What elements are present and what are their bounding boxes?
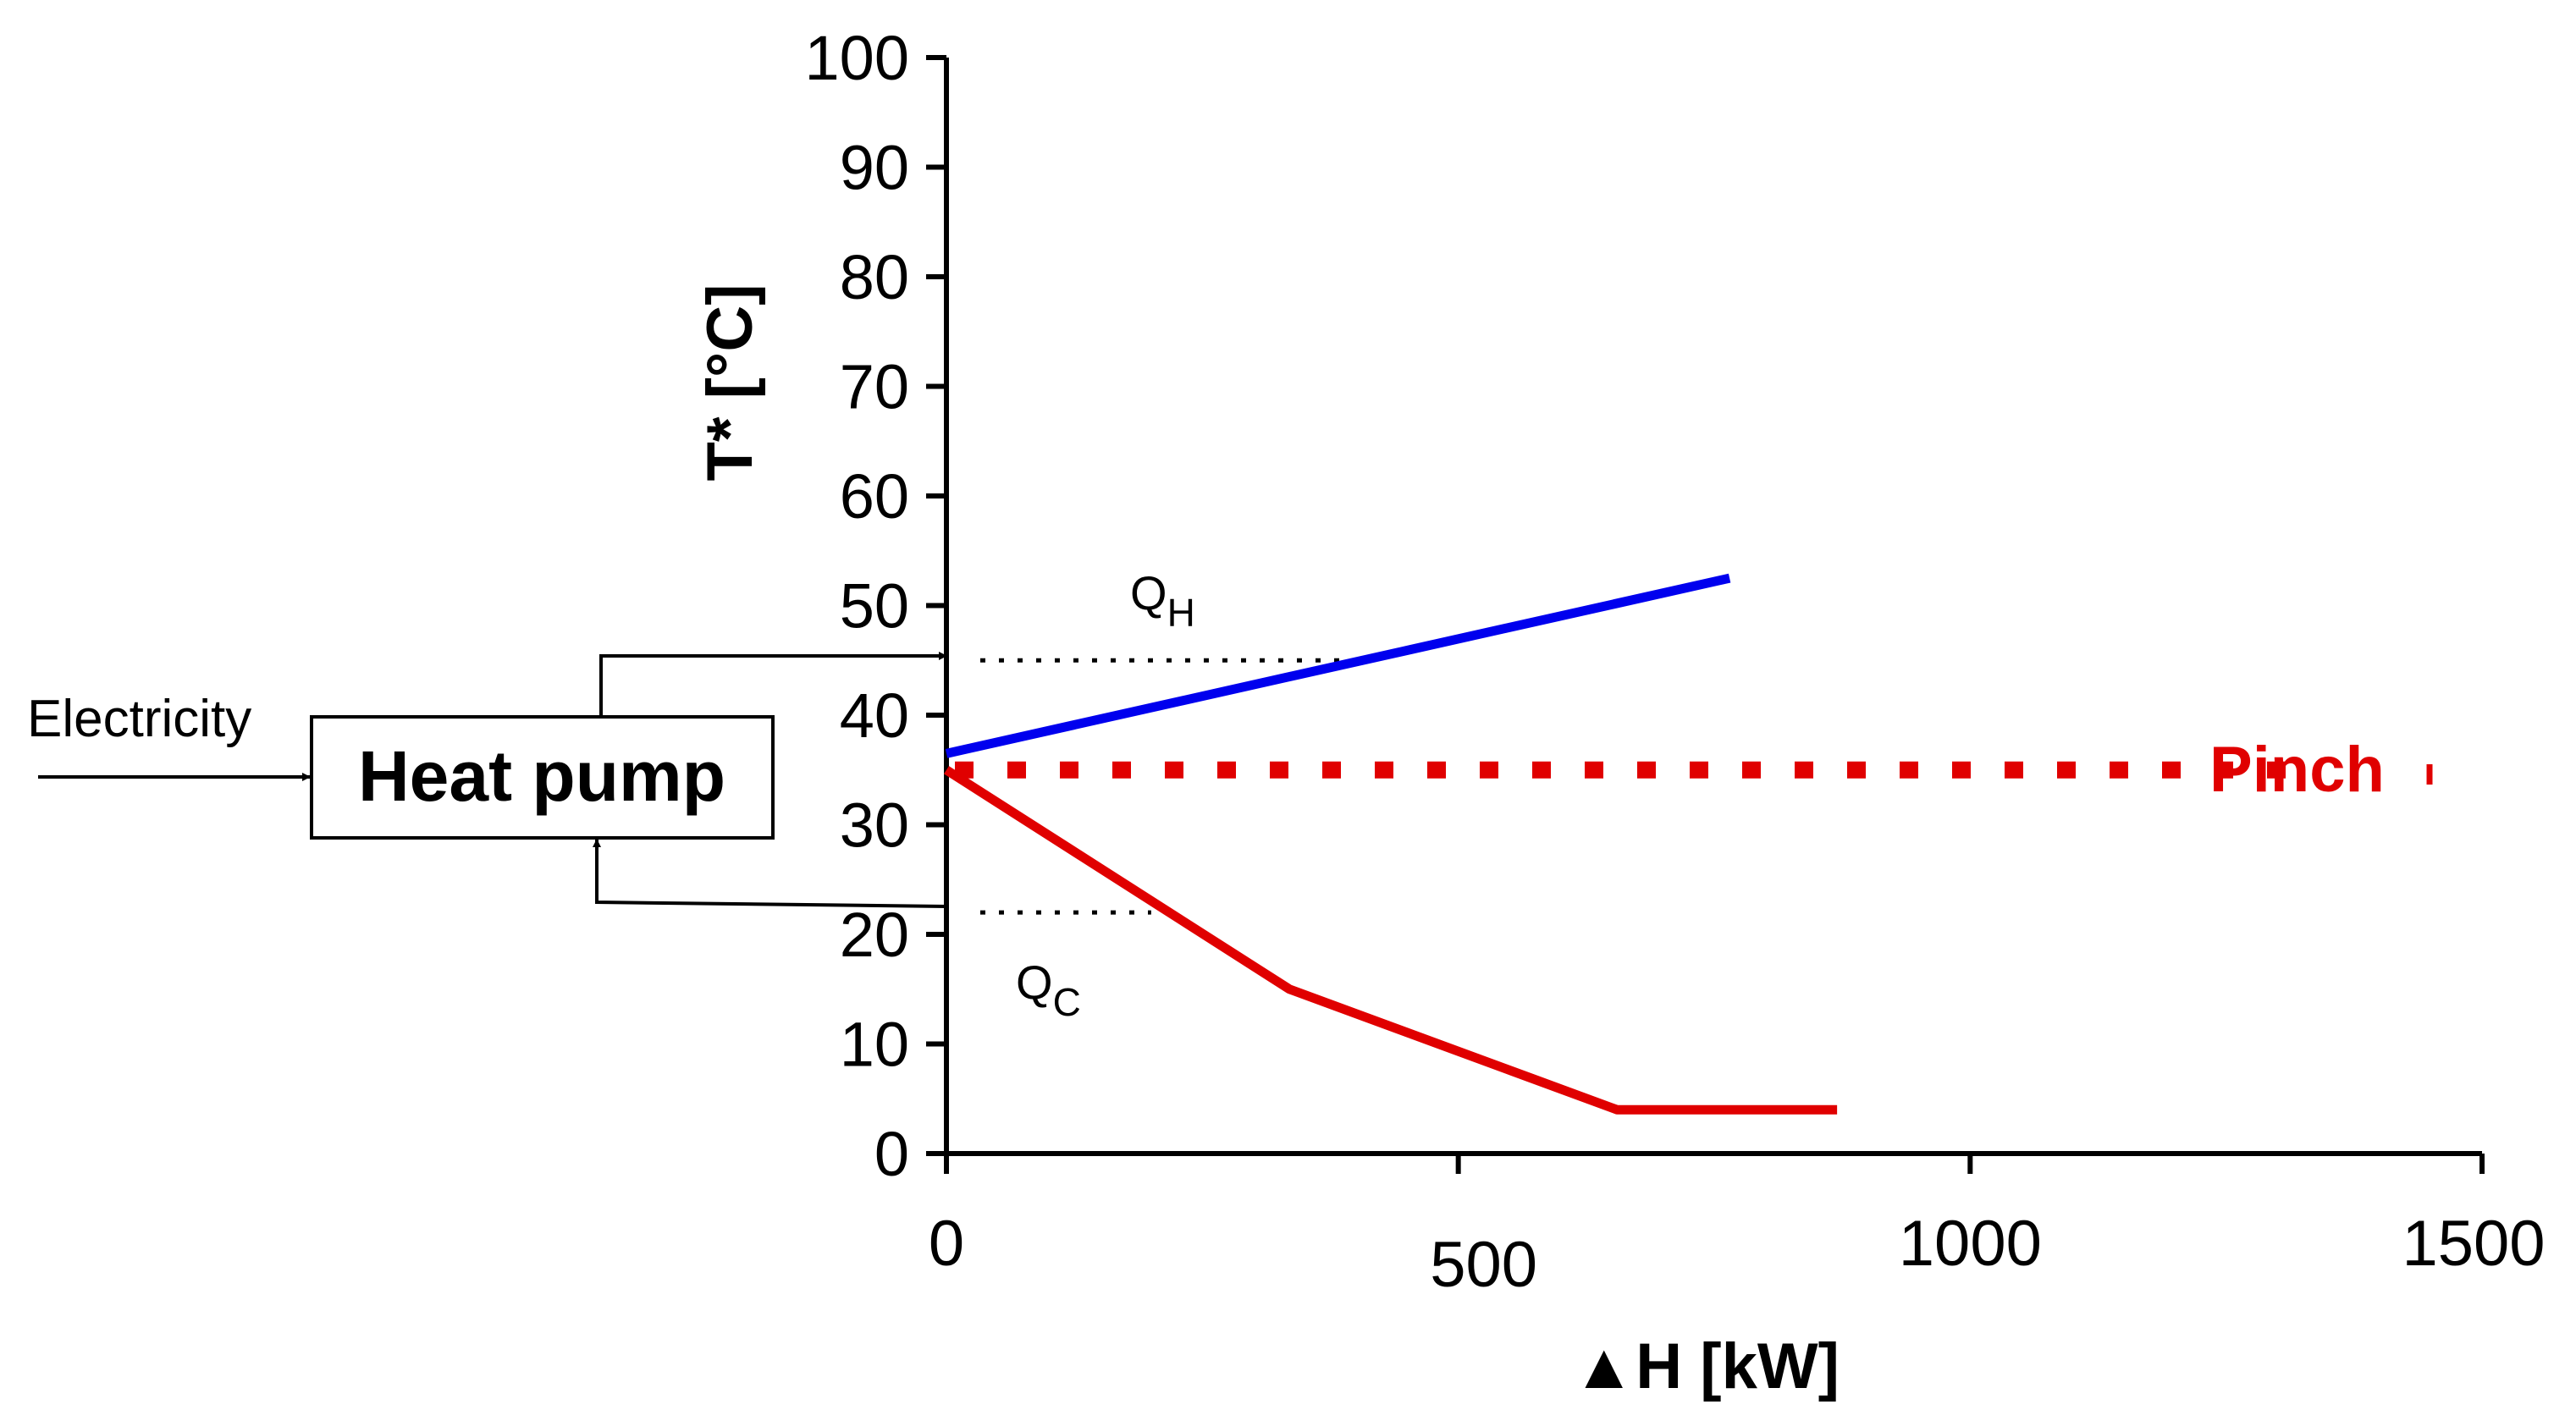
y-tick-label: 100 xyxy=(805,23,909,93)
heat-pump-diagram: Heat pump Electricity xyxy=(27,652,947,908)
x-tick-label: 1000 xyxy=(1899,1208,2042,1280)
heat-input-arrow xyxy=(593,839,947,908)
qh-label-sub: H xyxy=(1167,591,1195,635)
y-tick-label: 10 xyxy=(840,1010,909,1080)
series-hot-composite xyxy=(945,573,1731,758)
y-axis-ticks: 0 10 20 30 40 50 60 70 80 90 100 xyxy=(805,23,946,1189)
x-tick-label: 1500 xyxy=(2402,1208,2545,1280)
heat-pump-box xyxy=(310,715,775,840)
x-axis-title: ▲H [kW] xyxy=(1572,1330,1840,1402)
y-tick-label: 40 xyxy=(840,680,909,751)
y-tick-label: 0 xyxy=(874,1119,909,1189)
heat-output-arrow xyxy=(599,652,947,715)
qc-label-main: Q xyxy=(1016,956,1053,1009)
y-tick-label: 50 xyxy=(840,571,909,642)
x-tick-label: 500 xyxy=(1430,1229,1537,1301)
qh-label: QH xyxy=(1130,566,1195,635)
x-tick-label: 0 xyxy=(929,1208,964,1280)
y-tick-label: 90 xyxy=(840,133,909,203)
pinch-label: Pinch xyxy=(2209,734,2385,806)
qc-label-sub: C xyxy=(1053,980,1081,1024)
electricity-label: Electricity xyxy=(27,690,251,748)
series-cold-composite xyxy=(944,766,1838,1115)
y-tick-label: 20 xyxy=(840,900,909,970)
y-tick-label: 70 xyxy=(840,352,909,422)
qc-label: QC xyxy=(1016,956,1081,1024)
x-axis-ticks: 0 500 1000 1500 xyxy=(929,1154,2546,1301)
y-tick-label: 60 xyxy=(840,461,909,531)
y-tick-label: 80 xyxy=(840,242,909,312)
y-axis-title: T* [°C] xyxy=(694,284,766,481)
heat-pump-label: Heat pump xyxy=(358,736,725,816)
qh-label-main: Q xyxy=(1130,566,1167,620)
y-tick-label: 30 xyxy=(840,790,909,861)
